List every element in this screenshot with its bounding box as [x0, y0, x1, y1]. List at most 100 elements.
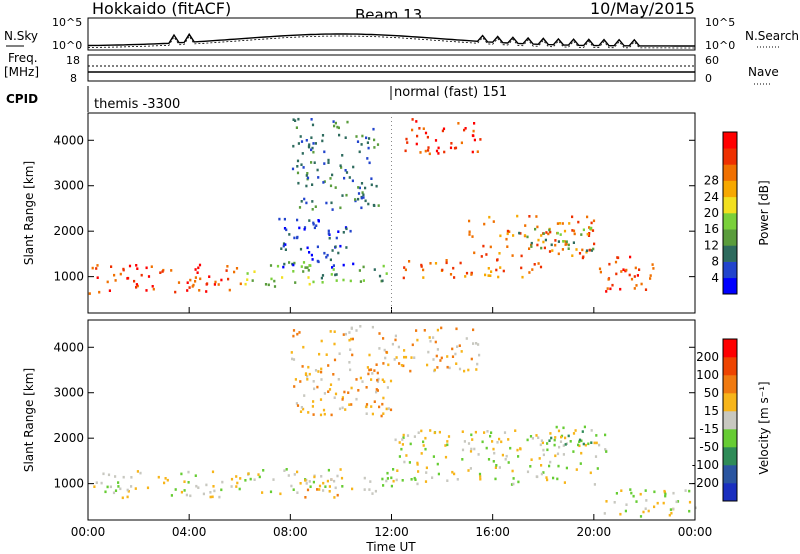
data-cell [394, 334, 397, 338]
data-cell [506, 245, 509, 248]
data-cell [106, 280, 109, 284]
data-cell [330, 478, 333, 481]
data-cell [636, 274, 639, 277]
data-cell [368, 137, 371, 140]
data-cell [663, 489, 666, 493]
data-cell [294, 119, 297, 122]
data-cell [211, 495, 214, 499]
data-cell [333, 396, 336, 399]
data-cell [320, 475, 323, 478]
data-cell [312, 413, 315, 416]
data-cell [209, 491, 212, 494]
data-cell [109, 485, 112, 489]
data-cell [413, 435, 416, 438]
data-cell [564, 436, 567, 440]
data-cell [526, 470, 530, 474]
data-cell [549, 230, 552, 234]
data-cell [140, 273, 143, 277]
data-cell [400, 364, 403, 367]
data-cell [484, 273, 487, 277]
data-cell [585, 249, 589, 252]
data-cell [247, 472, 250, 475]
data-cell [117, 485, 120, 488]
data-cell [348, 403, 351, 406]
data-cell [283, 217, 286, 221]
data-cell [317, 219, 320, 222]
data-cell [588, 232, 591, 235]
data-cell [590, 249, 593, 252]
data-cell [220, 488, 223, 492]
data-cell [535, 215, 538, 218]
data-cell [552, 476, 555, 480]
data-cell [359, 280, 362, 283]
data-cell [599, 270, 602, 274]
data-cell [672, 491, 675, 495]
data-cell [228, 288, 231, 292]
data-cell [496, 441, 499, 444]
data-cell [470, 357, 473, 361]
data-cell [620, 270, 623, 273]
data-cell [318, 484, 322, 488]
data-cell [198, 289, 201, 292]
data-cell [327, 364, 330, 367]
data-cell [540, 472, 543, 476]
data-cell [639, 492, 642, 496]
colorbar-segment [723, 465, 737, 484]
data-cell [411, 343, 414, 347]
freq-label: Freq. [8, 51, 38, 65]
data-cell [298, 331, 301, 334]
data-cell [355, 397, 358, 401]
data-cell [133, 279, 136, 283]
data-cell [368, 368, 371, 372]
data-cell [649, 277, 652, 280]
data-cell [467, 368, 470, 372]
data-cell [567, 243, 570, 247]
data-cell [283, 227, 287, 230]
data-cell [546, 448, 549, 452]
data-cell [302, 407, 305, 411]
data-cell [393, 358, 396, 361]
data-cell [375, 184, 378, 188]
data-cell [320, 276, 323, 280]
data-cell [467, 442, 471, 445]
data-cell [282, 265, 285, 269]
data-cell [147, 275, 151, 278]
colorbar-segment [723, 180, 737, 198]
data-cell [512, 477, 515, 480]
data-cell [483, 222, 486, 226]
data-cell [440, 356, 443, 360]
data-cell [344, 136, 347, 139]
data-cell [614, 260, 618, 264]
data-cell [429, 429, 432, 432]
data-cell [376, 380, 380, 383]
colorbar-tick-label: 16 [704, 222, 719, 236]
colorbar-frame [722, 131, 738, 295]
data-cell [608, 262, 611, 266]
data-cell [489, 434, 492, 438]
data-cell [408, 461, 411, 464]
data-cell [361, 191, 364, 194]
data-cell [293, 236, 296, 240]
data-cell [361, 380, 364, 383]
data-cell [350, 337, 353, 341]
data-cell [186, 289, 189, 292]
data-cell [364, 199, 367, 203]
data-cell [446, 443, 449, 447]
data-cell [629, 488, 632, 491]
colorbar-segment [723, 277, 737, 295]
data-cell [478, 353, 481, 357]
data-cell [377, 204, 380, 207]
data-cell [114, 489, 118, 492]
data-cell [563, 481, 566, 484]
data-cell [386, 477, 389, 480]
data-cell [473, 122, 476, 125]
data-cell [307, 269, 310, 272]
data-cell [164, 477, 167, 480]
data-cell [306, 266, 309, 269]
data-cell [468, 230, 471, 234]
data-cell [214, 280, 217, 284]
data-cell [299, 135, 302, 138]
data-cell [362, 196, 365, 199]
data-cell [365, 405, 368, 409]
data-cell [628, 273, 631, 277]
